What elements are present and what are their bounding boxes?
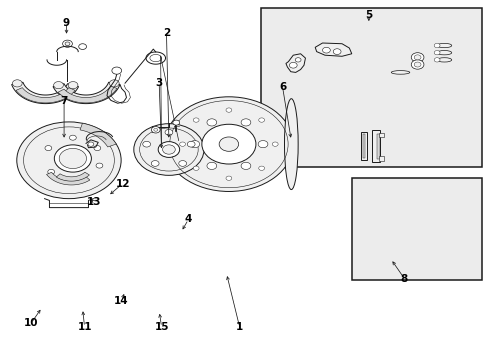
Circle shape — [193, 166, 199, 170]
Circle shape — [112, 67, 122, 74]
Circle shape — [158, 141, 179, 157]
Circle shape — [154, 129, 158, 131]
Circle shape — [134, 124, 203, 175]
Text: 7: 7 — [61, 96, 68, 106]
Polygon shape — [315, 43, 351, 56]
Circle shape — [410, 53, 423, 62]
Circle shape — [12, 80, 22, 87]
Circle shape — [79, 176, 86, 180]
Bar — [378, 133, 384, 137]
Text: 11: 11 — [77, 322, 92, 332]
Bar — [376, 134, 379, 159]
Ellipse shape — [284, 99, 298, 190]
Ellipse shape — [436, 43, 451, 48]
Text: 1: 1 — [236, 322, 243, 332]
Text: 14: 14 — [114, 296, 129, 306]
Circle shape — [332, 49, 340, 54]
Text: 12: 12 — [115, 179, 130, 189]
Circle shape — [295, 58, 301, 62]
Polygon shape — [58, 86, 117, 103]
Circle shape — [179, 142, 185, 146]
Circle shape — [219, 137, 238, 151]
Circle shape — [54, 145, 91, 172]
Circle shape — [289, 62, 297, 68]
Circle shape — [187, 141, 195, 147]
Circle shape — [96, 163, 102, 168]
Text: 10: 10 — [23, 319, 38, 328]
Circle shape — [241, 162, 250, 170]
Circle shape — [164, 97, 293, 192]
Circle shape — [69, 135, 76, 140]
Circle shape — [94, 145, 101, 150]
Text: 4: 4 — [184, 215, 192, 224]
Circle shape — [17, 122, 121, 199]
Polygon shape — [53, 82, 120, 104]
Circle shape — [109, 80, 119, 87]
Circle shape — [433, 43, 439, 48]
Text: 8: 8 — [400, 274, 407, 284]
Circle shape — [164, 130, 172, 135]
Circle shape — [202, 124, 255, 164]
Polygon shape — [46, 172, 90, 185]
Circle shape — [45, 145, 52, 150]
Circle shape — [179, 161, 186, 166]
Circle shape — [48, 169, 55, 174]
Circle shape — [193, 118, 199, 122]
Circle shape — [413, 62, 420, 67]
Polygon shape — [12, 82, 79, 104]
Circle shape — [189, 140, 199, 148]
Circle shape — [258, 140, 267, 148]
Circle shape — [79, 44, 86, 49]
Circle shape — [206, 162, 216, 170]
Circle shape — [258, 118, 264, 122]
Text: 5: 5 — [365, 10, 372, 20]
Bar — [378, 156, 384, 161]
Text: 3: 3 — [155, 78, 163, 88]
Ellipse shape — [436, 58, 451, 62]
Bar — [362, 134, 365, 158]
Circle shape — [54, 82, 63, 89]
Polygon shape — [16, 87, 75, 103]
Bar — [351, 178, 482, 280]
Ellipse shape — [390, 71, 409, 74]
Circle shape — [88, 142, 94, 146]
Circle shape — [65, 42, 70, 45]
Circle shape — [272, 142, 278, 146]
Circle shape — [162, 145, 175, 154]
Text: 6: 6 — [278, 82, 285, 92]
Text: 2: 2 — [163, 28, 170, 38]
Polygon shape — [360, 132, 366, 160]
Circle shape — [172, 120, 179, 125]
Circle shape — [258, 166, 264, 170]
Circle shape — [413, 55, 420, 60]
Circle shape — [142, 141, 150, 147]
Circle shape — [241, 119, 250, 126]
Circle shape — [433, 58, 439, 62]
Polygon shape — [80, 123, 116, 147]
Ellipse shape — [436, 50, 451, 55]
Polygon shape — [56, 172, 89, 181]
Circle shape — [151, 127, 160, 133]
Text: 13: 13 — [87, 197, 102, 207]
Circle shape — [410, 60, 423, 69]
Text: 15: 15 — [154, 322, 168, 332]
Circle shape — [433, 50, 439, 55]
Polygon shape — [371, 130, 379, 162]
Text: 9: 9 — [63, 18, 70, 28]
Circle shape — [322, 47, 330, 53]
Circle shape — [68, 82, 78, 89]
Circle shape — [59, 148, 86, 168]
Circle shape — [206, 119, 216, 126]
Circle shape — [225, 108, 231, 112]
Polygon shape — [285, 54, 305, 72]
Circle shape — [225, 176, 231, 180]
Circle shape — [151, 161, 159, 166]
Circle shape — [62, 40, 72, 47]
Bar — [260, 8, 482, 167]
